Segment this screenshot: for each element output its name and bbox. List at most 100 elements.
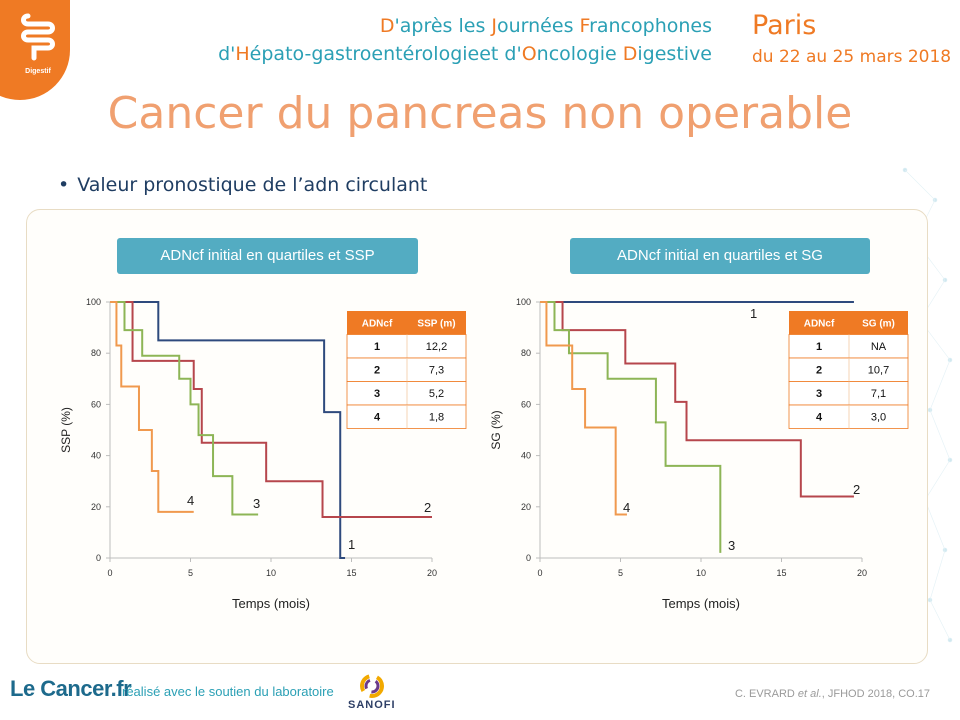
event-line1-segment: ournées xyxy=(497,15,580,37)
event-line2-segment: D xyxy=(622,43,638,65)
chart-heading-ssp: ADNcf initial en quartiles et SSP xyxy=(117,238,418,274)
y-tick-label: 20 xyxy=(91,502,101,512)
table-row xyxy=(346,404,467,429)
x-tick-label: 0 xyxy=(537,568,542,578)
table-cell-quartile: 2 xyxy=(816,365,822,377)
table-row xyxy=(346,334,467,359)
x-axis-label: Temps (mois) xyxy=(232,596,310,611)
series-label-1: 1 xyxy=(750,306,757,321)
series-label-3: 3 xyxy=(728,538,735,553)
event-line2-segment: H xyxy=(235,43,250,65)
y-tick-label: 80 xyxy=(521,348,531,358)
series-label-2: 2 xyxy=(853,482,860,497)
y-axis-label: SSP (%) xyxy=(59,407,73,453)
series-label-3: 3 xyxy=(253,496,260,511)
table-cell-value: 10,7 xyxy=(868,365,889,377)
y-tick-label: 0 xyxy=(96,553,101,563)
x-tick-label: 10 xyxy=(266,568,276,578)
x-tick-label: 15 xyxy=(776,568,786,578)
table-cell-value: 3,0 xyxy=(871,412,886,424)
table-header-row xyxy=(789,311,908,335)
content-panel xyxy=(26,209,928,664)
y-tick-label: 60 xyxy=(521,399,531,409)
event-line2-segment: O xyxy=(521,43,537,65)
series-line-4 xyxy=(110,301,194,513)
intestine-icon xyxy=(21,13,55,61)
table-header-cell: SSP (m) xyxy=(417,319,455,330)
table-row xyxy=(788,404,909,429)
chart-heading-sg: ADNcf initial en quartiles et SG xyxy=(570,238,870,274)
citation: C. EVRARD et al., JFHOD 2018, CO.17 xyxy=(735,688,930,700)
table-cell-value: NA xyxy=(871,341,887,353)
table-cell-value: 7,3 xyxy=(429,365,444,377)
table-cell-quartile: 4 xyxy=(816,412,823,424)
citation-etal: et al. xyxy=(797,688,822,700)
table-header-cell: SG (m) xyxy=(862,319,895,330)
x-axis-label: Temps (mois) xyxy=(662,596,740,611)
event-line1-segment: rancophones xyxy=(589,15,712,37)
table-header-row xyxy=(347,311,466,335)
table-row xyxy=(788,381,909,406)
series-label-2: 2 xyxy=(424,500,431,515)
event-line2-segment: épato-gastroentérologieet d' xyxy=(249,43,522,65)
table-row xyxy=(788,334,909,359)
table-cell-quartile: 4 xyxy=(374,412,381,424)
bullet-point: • Valeur pronostique de l’adn circulant xyxy=(58,174,427,196)
sanofi-icon xyxy=(360,674,384,698)
citation-rest: , JFHOD 2018, CO.17 xyxy=(821,688,930,700)
event-title-line2: d'Hépato-gastroentérologieet d'Oncologie… xyxy=(218,43,712,65)
x-tick-label: 5 xyxy=(618,568,623,578)
x-tick-label: 5 xyxy=(188,568,193,578)
series-label-1: 1 xyxy=(348,537,355,552)
table-cell-value: 7,1 xyxy=(871,388,886,400)
slide-title: Cancer du pancreas non operable xyxy=(107,88,853,139)
citation-authors: C. EVRARD xyxy=(734,688,798,700)
logo-label: Digestif xyxy=(25,68,51,75)
y-axis-label: SG (%) xyxy=(489,410,503,449)
event-line2-segment: ncologie xyxy=(536,43,623,65)
table-row xyxy=(788,357,909,382)
series-line-3 xyxy=(110,301,259,516)
x-tick-label: 0 xyxy=(107,568,112,578)
table-cell-value: 5,2 xyxy=(429,388,444,400)
series-label-4: 4 xyxy=(623,500,630,515)
event-city: Paris xyxy=(752,10,817,41)
event-line1-segment: D xyxy=(379,15,395,37)
table-cell-quartile: 1 xyxy=(816,341,822,353)
y-tick-label: 100 xyxy=(516,297,531,307)
x-tick-label: 15 xyxy=(346,568,356,578)
y-tick-label: 80 xyxy=(91,348,101,358)
table-header-cell: ADNcf xyxy=(362,319,393,330)
event-line1-segment: F xyxy=(579,15,590,37)
series-line-2 xyxy=(540,301,854,498)
series-line-1 xyxy=(110,301,346,559)
table-row xyxy=(346,357,467,382)
bullet-dot-icon: • xyxy=(58,174,70,196)
x-tick-label: 20 xyxy=(857,568,867,578)
y-tick-label: 100 xyxy=(86,297,101,307)
y-tick-label: 0 xyxy=(526,553,531,563)
event-line2-segment: d' xyxy=(218,43,236,65)
x-tick-label: 20 xyxy=(427,568,437,578)
table-cell-value: 12,2 xyxy=(426,341,447,353)
table-row xyxy=(346,381,467,406)
series-label-4: 4 xyxy=(187,493,194,508)
y-tick-label: 40 xyxy=(521,451,531,461)
support-text: réalisé avec le soutien du laboratoire xyxy=(122,684,334,699)
table-cell-quartile: 3 xyxy=(374,388,380,400)
table-header-cell: ADNcf xyxy=(804,319,835,330)
series-line-2 xyxy=(110,301,432,519)
table-cell-quartile: 2 xyxy=(374,365,380,377)
event-line1-segment: J xyxy=(491,15,497,37)
x-tick-label: 10 xyxy=(696,568,706,578)
bullet-text: Valeur pronostique de l’adn circulant xyxy=(77,174,428,196)
event-line1-segment: 'après les xyxy=(394,15,492,37)
sanofi-logo: SANOFI xyxy=(348,699,396,711)
series-line-3 xyxy=(540,301,722,553)
event-dates: du 22 au 25 mars 2018 xyxy=(752,47,952,67)
event-title-line1: D'après les Journées Francophones xyxy=(380,15,712,37)
table-cell-value: 1,8 xyxy=(429,412,444,424)
lecancer-logo: Le Cancer.fr xyxy=(10,676,132,701)
event-line2-segment: igestive xyxy=(637,43,712,65)
